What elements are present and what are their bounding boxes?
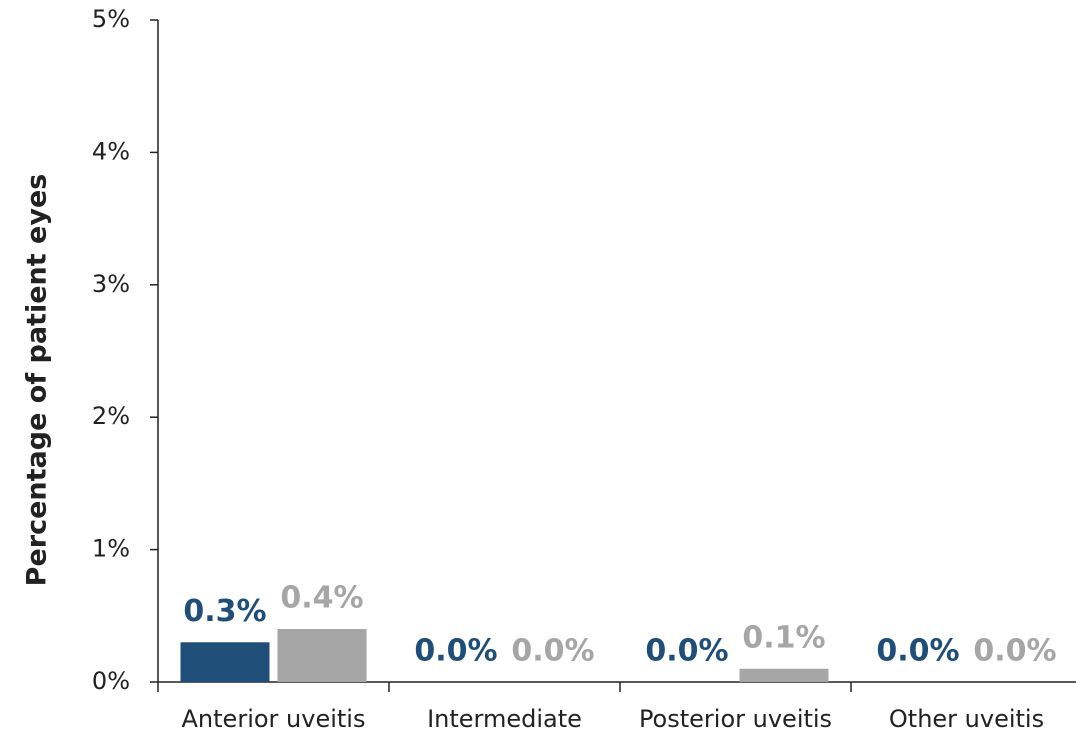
bar xyxy=(277,629,367,682)
y-tick-label: 3% xyxy=(92,270,130,298)
y-tick-label: 0% xyxy=(92,667,130,695)
bar xyxy=(739,668,829,682)
x-tick-label: Anterior uveitis xyxy=(182,705,366,733)
value-label: 0.0% xyxy=(876,634,959,669)
y-tick-label: 5% xyxy=(92,5,130,33)
value-label: 0.3% xyxy=(183,594,266,629)
value-label: 0.4% xyxy=(280,581,363,616)
y-tick-label: 4% xyxy=(92,137,130,165)
value-label: 0.0% xyxy=(973,634,1056,669)
y-tick-label: 1% xyxy=(92,535,130,563)
bar xyxy=(180,642,270,682)
value-label: 0.1% xyxy=(742,620,825,655)
y-axis-label: Percentage of patient eyes xyxy=(22,174,53,587)
value-label: 0.0% xyxy=(511,634,594,669)
value-label: 0.0% xyxy=(414,634,497,669)
x-tick-label: Other uveitis xyxy=(889,705,1044,733)
x-tick-label: Intermediate xyxy=(427,705,582,733)
value-label: 0.0% xyxy=(645,634,728,669)
y-tick-label: 2% xyxy=(92,402,130,430)
x-tick-label: Posterior uveitis xyxy=(639,705,832,733)
